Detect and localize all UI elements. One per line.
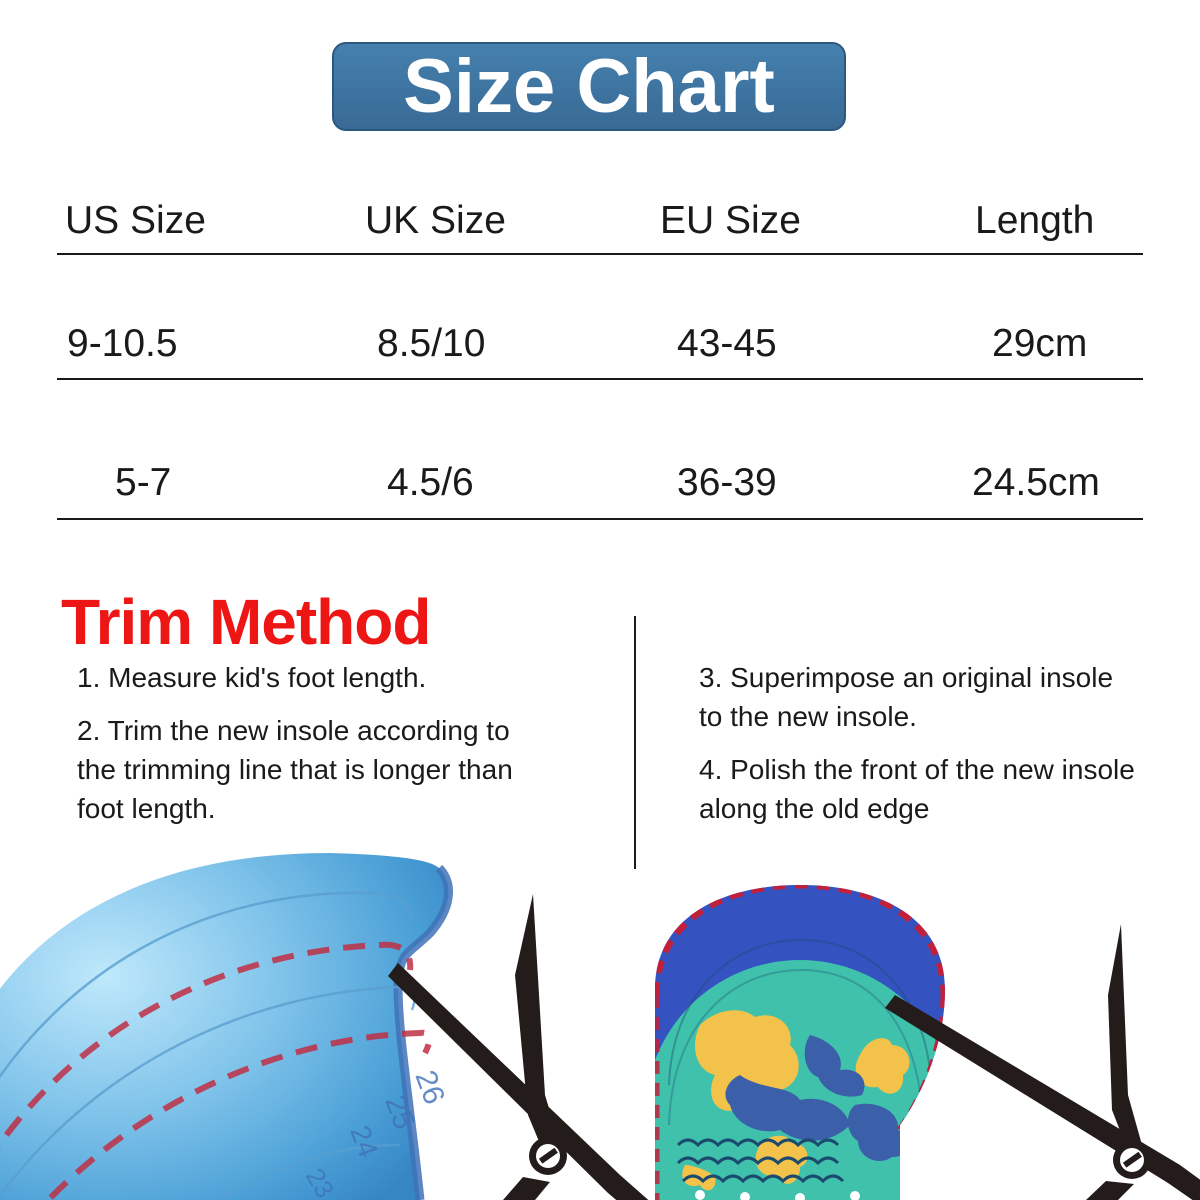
svg-text:26: 26 — [408, 1066, 450, 1109]
